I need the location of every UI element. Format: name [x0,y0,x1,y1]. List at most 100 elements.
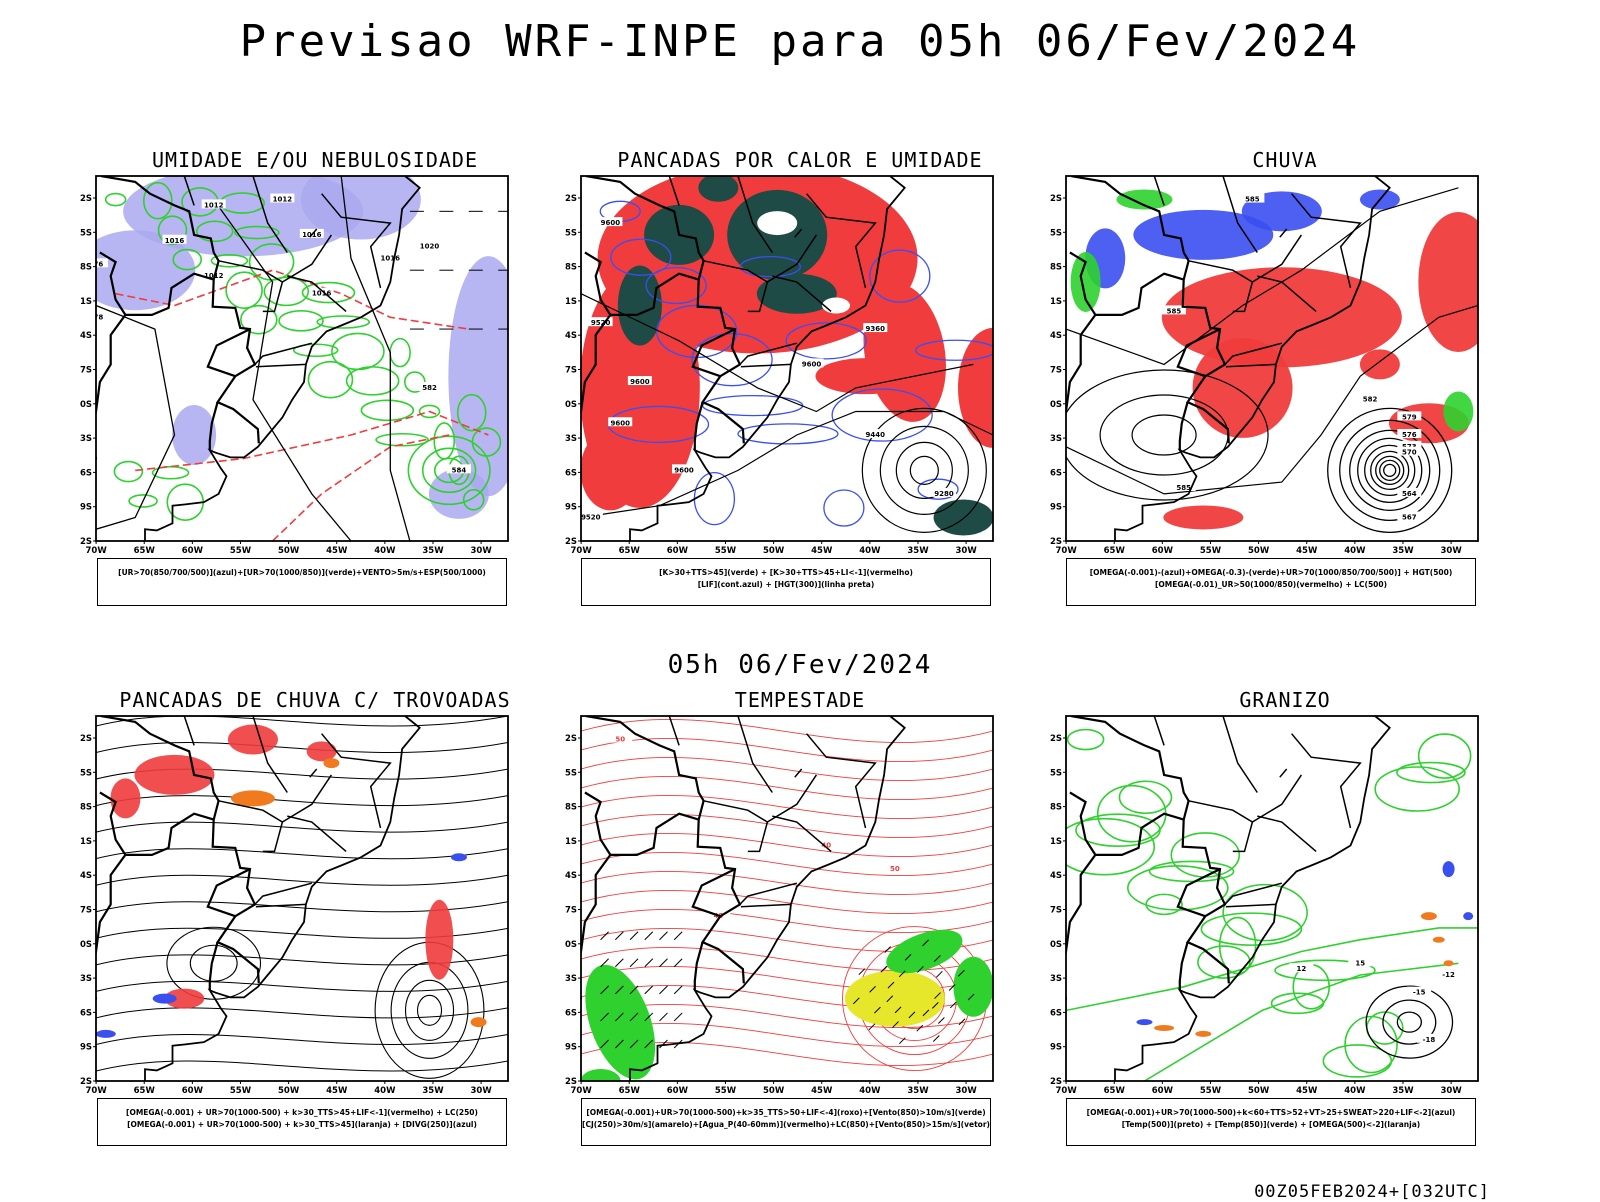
contour-label: 585 [1245,196,1260,204]
y-tick-label: 24S [80,871,92,881]
umidade-map: 1012101210161016101210161016102057657858… [80,148,550,618]
x-tick-label: 40W [374,546,396,556]
contour-label: 564 [1402,490,1417,498]
y-tick-label: 36S [1050,468,1062,478]
x-tick-label: 30W [955,1086,977,1096]
contour-label: 9600 [610,419,630,427]
x-tick-label: 65W [619,1086,641,1096]
legend-line-1: [UR>70(850/700/500)](azul)+[UR>70(1000/8… [98,567,506,579]
x-tick-label: 45W [1296,546,1318,556]
x-tick-label: 40W [1344,546,1366,556]
y-tick-label: 27S [80,366,92,376]
y-tick-label: 33S [1050,974,1062,984]
x-tick-label: 60W [1152,546,1174,556]
y-tick-label: 36S [80,468,92,478]
y-tick-label: 15S [80,228,92,238]
legend-box: [OMEGA(-0.001)-(azul)+OMEGA(-0.3)-(verde… [1066,558,1476,606]
x-tick-label: 50W [278,546,300,556]
y-tick-label: 33S [1050,434,1062,444]
y-tick-label: 15S [80,768,92,778]
legend-line-2: [LIF](cont.azul) + [HGT(300)](linha pret… [582,579,990,591]
y-tick-label: 12S [80,734,92,744]
y-tick-label: 15S [1050,228,1062,238]
y-tick-label: 33S [565,434,577,444]
x-tick-label: 65W [134,1086,156,1096]
panel-tempestade: TEMPESTADE 5040405012S15S18S21S24S27S30S… [565,688,1035,1178]
y-tick-label: 33S [80,434,92,444]
y-tick-label: 33S [80,974,92,984]
legend-line-2: [OMEGA(-0.001) + UR>70(1000-500) + k>30_… [98,1119,506,1131]
x-tick-label: 40W [859,546,881,556]
y-tick-label: 27S [565,366,577,376]
trovoadas-map: 12S15S18S21S24S27S30S33S36S39S42S70W65W6… [80,688,550,1158]
x-tick-label: 45W [326,1086,348,1096]
legend-line-2: [OMEGA(-0.01)_UR>50(1000/850)(vermelho) … [1067,579,1475,591]
contour-label: 9360 [866,325,886,333]
y-tick-label: 12S [1050,194,1062,204]
contour-label: 9600 [601,219,621,227]
y-tick-label: 18S [80,803,92,813]
x-tick-label: 50W [763,546,785,556]
y-tick-label: 18S [1050,263,1062,273]
tempestade-map: 5040405012S15S18S21S24S27S30S33S36S39S42… [565,688,1035,1158]
contour-label: 585 [1176,484,1191,492]
legend-line-1: [OMEGA(-0.001) + UR>70(1000-500) + k>30_… [98,1107,506,1119]
y-tick-label: 39S [565,503,577,513]
chuva-map: 58558558257957657357056456758512S15S18S2… [1050,148,1520,618]
run-timestamp: 00Z05FEB2024+[032UTC] [1254,1182,1490,1202]
y-tick-label: 21S [80,837,92,847]
legend-line-2: [Temp(500)](preto) + [Temp(850)](verde) … [1067,1119,1475,1131]
legend-box: [UR>70(850/700/500)](azul)+[UR>70(1000/8… [97,558,507,606]
y-tick-label: 27S [80,906,92,916]
y-tick-label: 27S [565,906,577,916]
y-tick-label: 27S [1050,906,1062,916]
forecast-time-label: 05h 06/Fev/2024 [0,650,1600,680]
y-tick-label: 24S [565,871,577,881]
contour-label: 1020 [420,243,440,251]
contour-label: 582 [422,384,437,392]
contour-label: 40 [821,842,831,850]
y-tick-label: 36S [80,1008,92,1018]
contour-label: 12 [1297,965,1307,973]
y-tick-label: 18S [565,263,577,273]
y-tick-label: 21S [1050,297,1062,307]
x-tick-label: 65W [619,546,641,556]
y-tick-label: 30S [565,400,577,410]
contour-label: 9520 [581,513,601,521]
x-tick-label: 40W [374,1086,396,1096]
y-tick-label: 24S [1050,331,1062,341]
x-tick-label: 30W [955,546,977,556]
x-tick-label: 30W [1440,1086,1462,1096]
y-tick-label: 36S [565,1008,577,1018]
y-tick-label: 24S [80,331,92,341]
y-tick-label: 36S [1050,1008,1062,1018]
y-tick-label: 18S [565,803,577,813]
x-tick-label: 50W [278,1086,300,1096]
y-tick-label: 15S [1050,768,1062,778]
y-tick-label: 12S [80,194,92,204]
y-tick-label: 39S [80,503,92,513]
y-tick-label: 24S [565,331,577,341]
panel-chuva: CHUVA 58558558257957657357056456758512S1… [1050,148,1520,638]
contour-label: 9600 [674,466,694,474]
x-tick-label: 45W [1296,1086,1318,1096]
legend-line-1: [OMEGA(-0.001)+UR>70(1000-500)+k>35_TTS>… [582,1107,990,1119]
x-tick-label: 50W [763,1086,785,1096]
contour-label: 570 [1402,449,1417,457]
x-tick-label: 30W [1440,546,1462,556]
contour-label: 1012 [204,201,224,209]
contour-label: 9280 [934,490,954,498]
legend-line-1: [OMEGA(-0.001)-(azul)+OMEGA(-0.3)-(verde… [1067,567,1475,579]
forecast-main-title: Previsao WRF-INPE para 05h 06/Fev/2024 [0,16,1600,67]
y-tick-label: 21S [80,297,92,307]
contour-label: 585 [1167,307,1182,315]
x-tick-label: 65W [1104,1086,1126,1096]
contour-label: 15 [1355,959,1365,967]
pancadas-calor-map: 9600 9520 9600 9600 9600 9600 9440 9360 9280 9520… [565,148,1035,618]
x-tick-label: 65W [1104,546,1126,556]
x-tick-label: 30W [470,546,492,556]
y-tick-label: 30S [80,940,92,950]
x-tick-label: 35W [907,1086,929,1096]
y-tick-label: 18S [80,263,92,273]
x-tick-label: 60W [1152,1086,1174,1096]
